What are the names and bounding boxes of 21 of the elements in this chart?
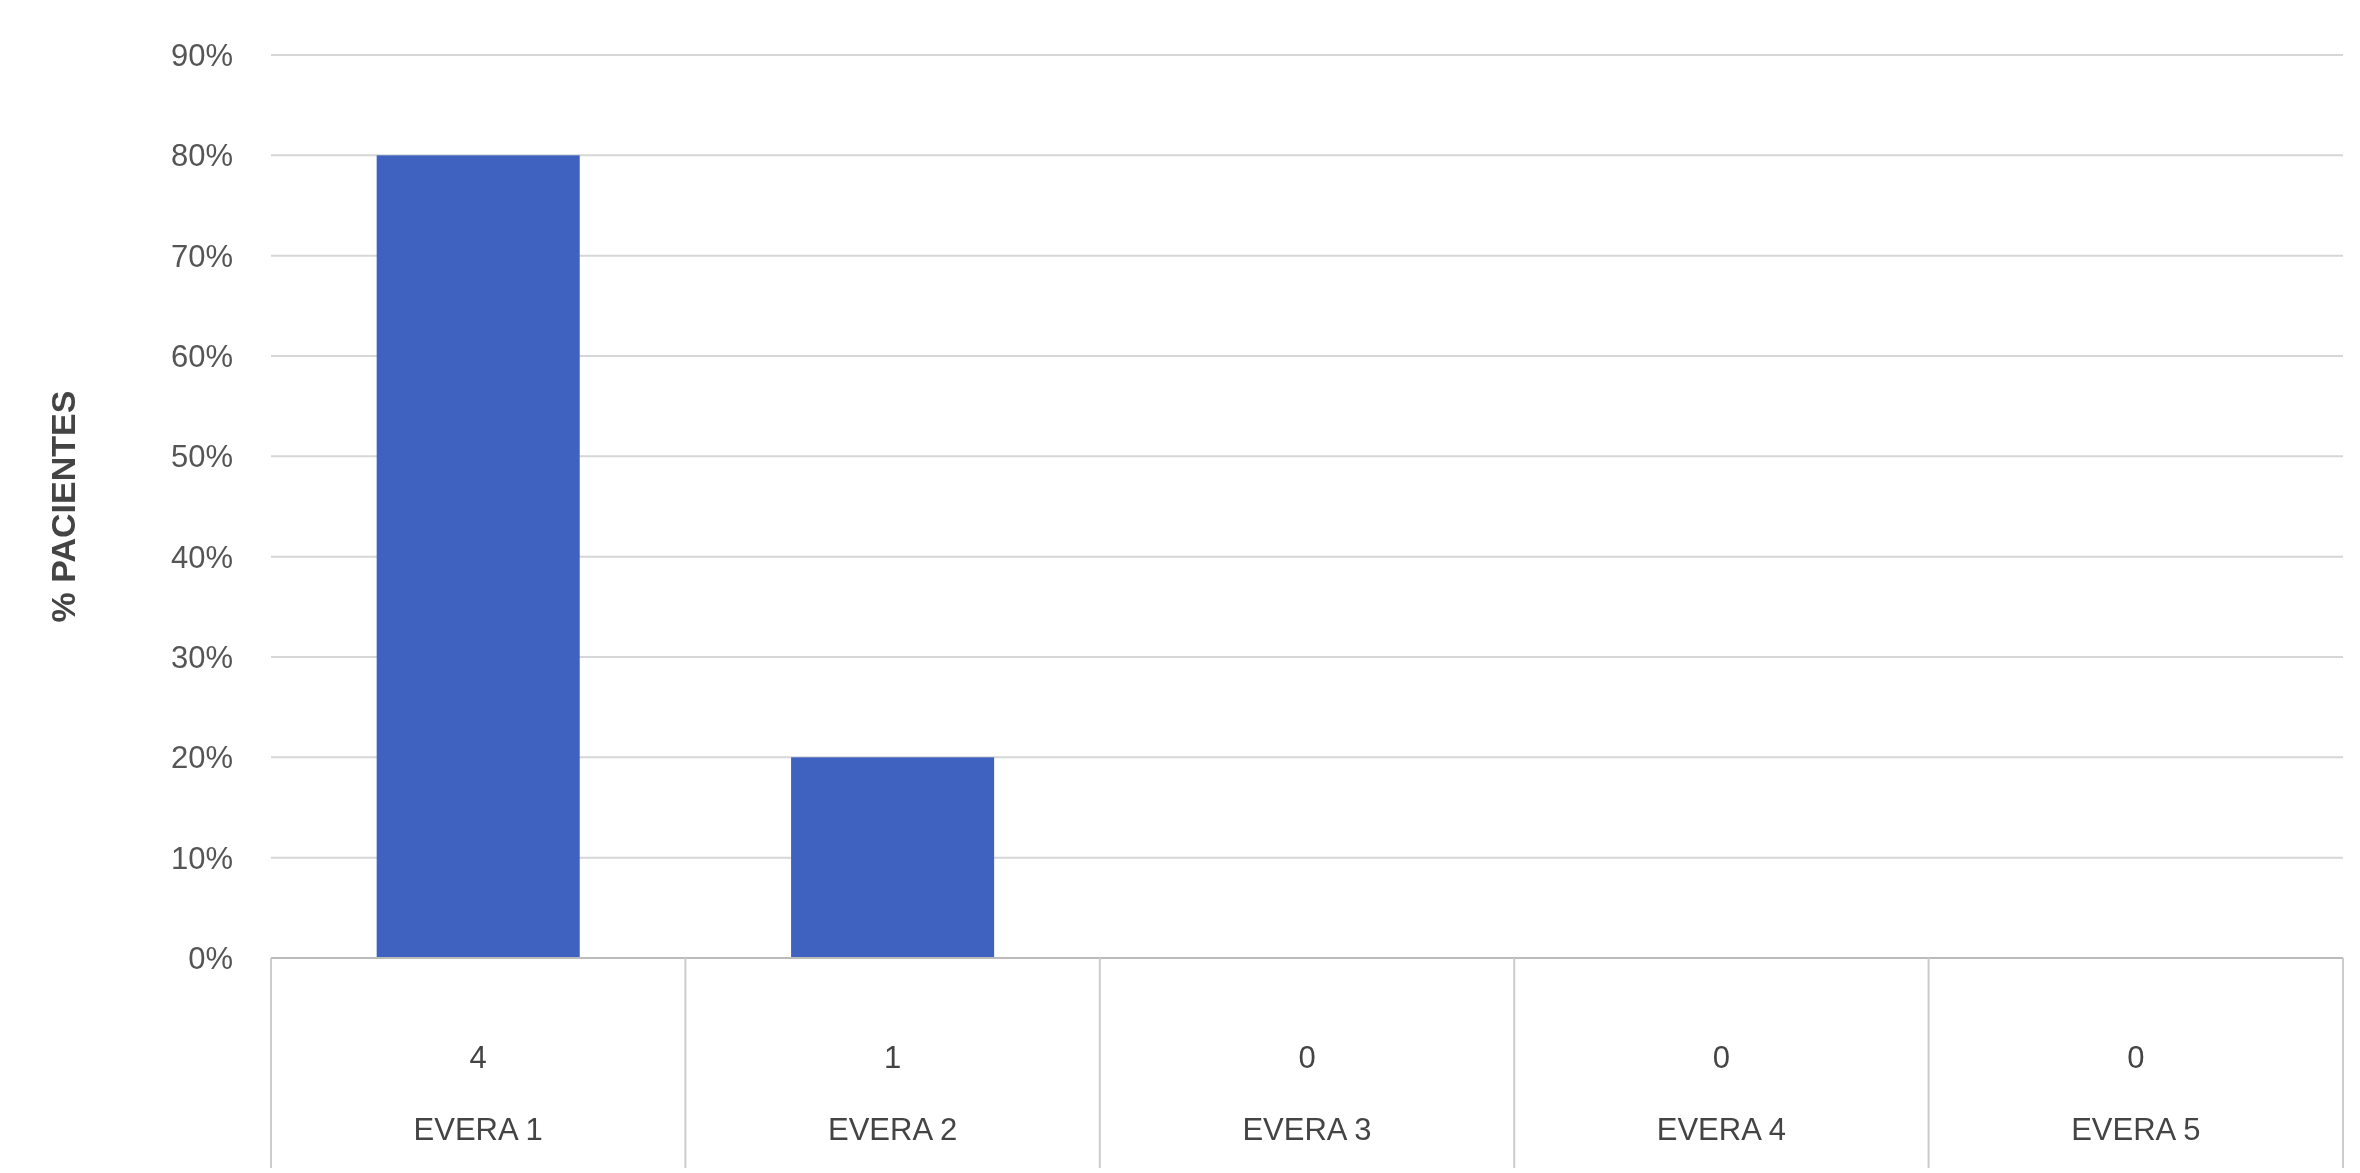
y-tick-label: 10%: [170, 840, 233, 876]
text: 0: [1712, 1039, 1731, 1075]
x-tick-label: EVERA 4: [1656, 1111, 1787, 1147]
y-tick-label: 80%: [170, 138, 233, 174]
x-tick-label: EVERA 5: [2071, 1111, 2201, 1147]
y-tick-label: 60%: [170, 338, 233, 374]
x-tick-label: EVERA 2: [827, 1111, 958, 1147]
text: 0: [2127, 1039, 2145, 1075]
text: 4: [469, 1039, 487, 1075]
y-tick-label: 40%: [170, 539, 233, 575]
y-tick-label: 90%: [170, 37, 233, 73]
x-tick-label: EVERA 1: [413, 1111, 543, 1147]
y-tick-label: 0%: [188, 940, 233, 976]
text: 0: [1298, 1039, 1316, 1075]
text: 1: [883, 1039, 902, 1075]
y-tick-label: 20%: [170, 740, 233, 776]
y-tick-label: 50%: [170, 439, 233, 475]
y-tick-label: 70%: [170, 238, 233, 274]
y-axis-title: % PACIENTES: [43, 390, 82, 623]
y-tick-label: 30%: [170, 639, 233, 675]
x-tick-label: EVERA 3: [1242, 1111, 1372, 1147]
